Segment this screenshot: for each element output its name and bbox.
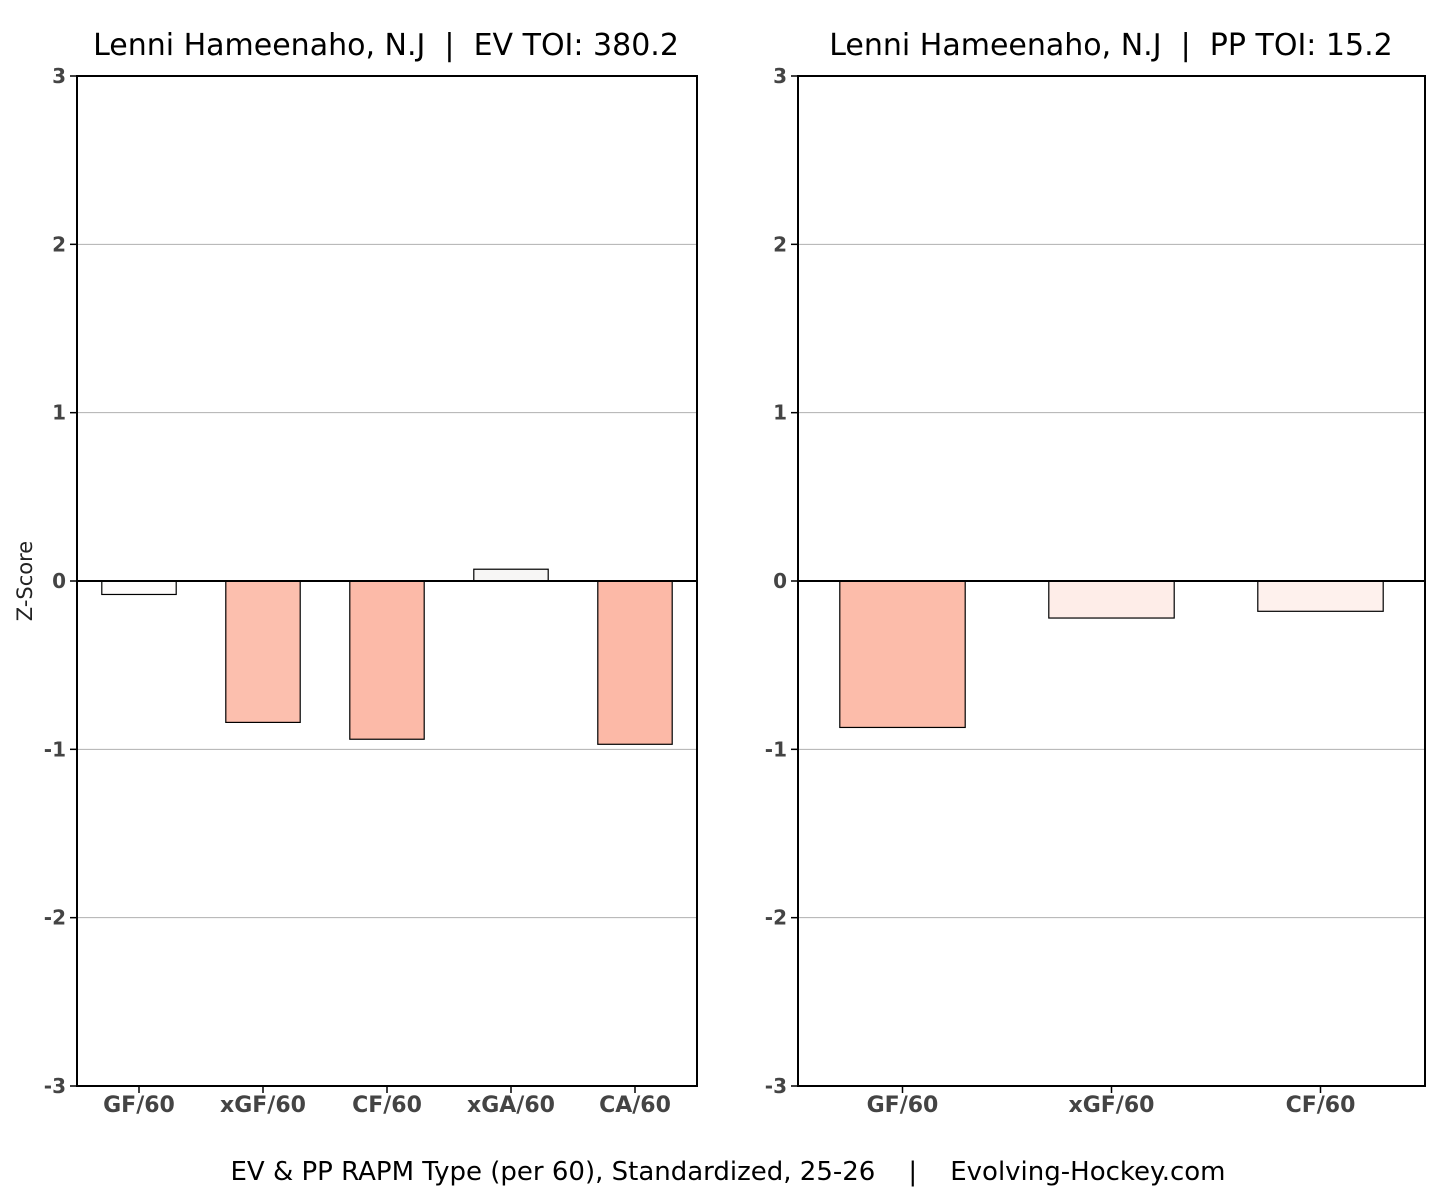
y-tick-label: 1 (773, 401, 787, 425)
y-tick-label: 0 (52, 569, 66, 593)
bar-gf-per-60 (101, 580, 177, 596)
y-tick-label: 3 (773, 64, 787, 88)
y-tick-label: 1 (52, 401, 66, 425)
x-tick-label: xGF/60 (1069, 1093, 1155, 1118)
x-tick-label: CF/60 (352, 1093, 422, 1118)
y-tick-label: 2 (773, 232, 787, 256)
y-tick-label: -3 (765, 1074, 787, 1098)
x-tick-label: xGA/60 (467, 1093, 555, 1118)
bar-xga-per-60 (473, 568, 549, 582)
y-tick-label: -1 (44, 737, 66, 761)
bar-ca-per-60 (597, 580, 673, 745)
x-tick-label: CF/60 (1286, 1093, 1356, 1118)
chart-title: Lenni Hameenaho, N.J | EV TOI: 380.2 (93, 28, 679, 63)
ev-chart-panel: -3 -2 -1 0 1 2 3 GF/60 xGF/60 CF/60 xGA/60 CA/60 Len… (13, 28, 698, 1118)
x-tick-label: CA/60 (599, 1093, 671, 1118)
y-tick-label: -3 (44, 1074, 66, 1098)
figure-caption: EV & PP RAPM Type (per 60), Standardized… (230, 1157, 1225, 1187)
y-tick-label: 3 (52, 64, 66, 88)
bar-cf-per-60 (349, 580, 425, 740)
bar-xgf-per-60 (225, 580, 301, 723)
y-tick-label: -2 (44, 906, 66, 930)
y-tick-label: -2 (765, 906, 787, 930)
chart-title: Lenni Hameenaho, N.J | PP TOI: 15.2 (829, 28, 1392, 63)
x-tick-label: xGF/60 (220, 1093, 306, 1118)
bar-cf-per-60 (1257, 580, 1384, 612)
bar-gf-per-60 (839, 580, 966, 729)
y-tick-label: -1 (765, 737, 787, 761)
x-tick-label: GF/60 (103, 1093, 175, 1118)
y-tick-label: 0 (773, 569, 787, 593)
bar-xgf-per-60 (1048, 580, 1175, 619)
pp-chart-panel: -3 -2 -1 0 1 2 3 GF/60 xGF/60 CF/60 Lenni Hameenah… (765, 28, 1426, 1118)
x-tick-label: GF/60 (867, 1093, 939, 1118)
y-tick-label: 2 (52, 232, 66, 256)
y-axis-label: Z-Score (13, 541, 37, 621)
